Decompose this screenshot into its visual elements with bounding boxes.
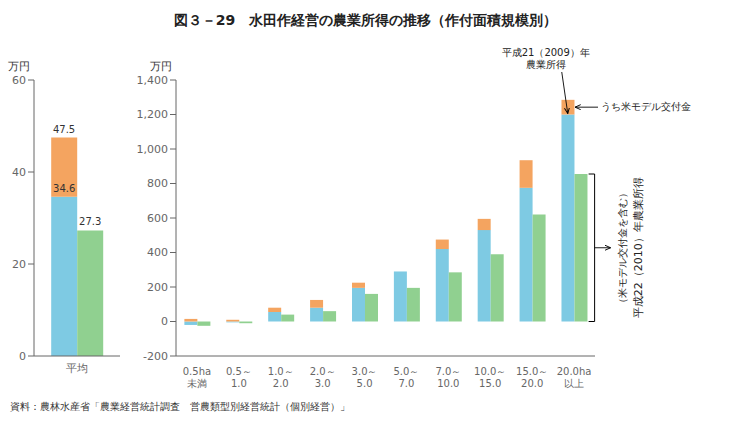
svg-text:0.5～1.0: 0.5～1.0 xyxy=(226,366,252,389)
svg-text:20.0ha以上: 20.0ha以上 xyxy=(557,366,592,389)
svg-text:200: 200 xyxy=(147,281,168,294)
svg-text:800: 800 xyxy=(147,177,168,190)
html-text:図３－29 水田作経営の農業所得の推移（作付面積規模別）: 図３－29 水田作経営の農業所得の推移（作付面積規模別） xyxy=(173,12,558,28)
svg-text:平成22（2010）年農業所得: 平成22（2010）年農業所得 xyxy=(632,177,645,318)
svg-text:農業所得: 農業所得 xyxy=(526,59,566,70)
svg-text:0: 0 xyxy=(161,315,168,328)
svg-text:3.0～5.0: 3.0～5.0 xyxy=(352,366,378,389)
svg-text:20: 20 xyxy=(12,258,26,271)
html-text:資料：農林水産省「農業経営統計調査 営農類型別経営統計（個別: 資料：農林水産省「農業経営統計調査 営農類型別経営統計（個別経営）」 xyxy=(10,401,350,412)
svg-text:400: 400 xyxy=(147,246,168,259)
svg-text:7.0～10.0: 7.0～10.0 xyxy=(435,366,461,389)
svg-text:34.6: 34.6 xyxy=(53,183,75,194)
svg-text:1,400: 1,400 xyxy=(137,74,169,87)
svg-text:2.0～3.0: 2.0～3.0 xyxy=(310,366,336,389)
svg-text:万円: 万円 xyxy=(150,60,172,73)
svg-text:40: 40 xyxy=(12,166,26,179)
svg-text:1,200: 1,200 xyxy=(137,108,169,121)
svg-text:0: 0 xyxy=(19,350,26,363)
svg-text:1.0～2.0: 1.0～2.0 xyxy=(268,366,294,389)
svg-text:60: 60 xyxy=(12,74,26,87)
svg-text:0.5ha未満: 0.5ha未満 xyxy=(183,366,211,389)
svg-text:平均: 平均 xyxy=(66,362,88,375)
svg-text:（米モデル交付金を含む）: （米モデル交付金を含む） xyxy=(617,188,628,308)
svg-text:27.3: 27.3 xyxy=(79,216,101,227)
svg-text:47.5: 47.5 xyxy=(53,124,75,135)
svg-text:平成21（2009）年: 平成21（2009）年 xyxy=(502,47,590,58)
svg-text:10.0～15.0: 10.0～15.0 xyxy=(474,366,506,389)
svg-text:15.0～20.0: 15.0～20.0 xyxy=(516,366,548,389)
svg-text:うち米モデル交付金: うち米モデル交付金 xyxy=(601,101,691,112)
svg-text:600: 600 xyxy=(147,212,168,225)
svg-text:-200: -200 xyxy=(143,350,168,363)
svg-text:5.0～7.0: 5.0～7.0 xyxy=(393,366,419,389)
svg-text:1,000: 1,000 xyxy=(137,143,169,156)
svg-text:万円: 万円 xyxy=(8,60,30,73)
